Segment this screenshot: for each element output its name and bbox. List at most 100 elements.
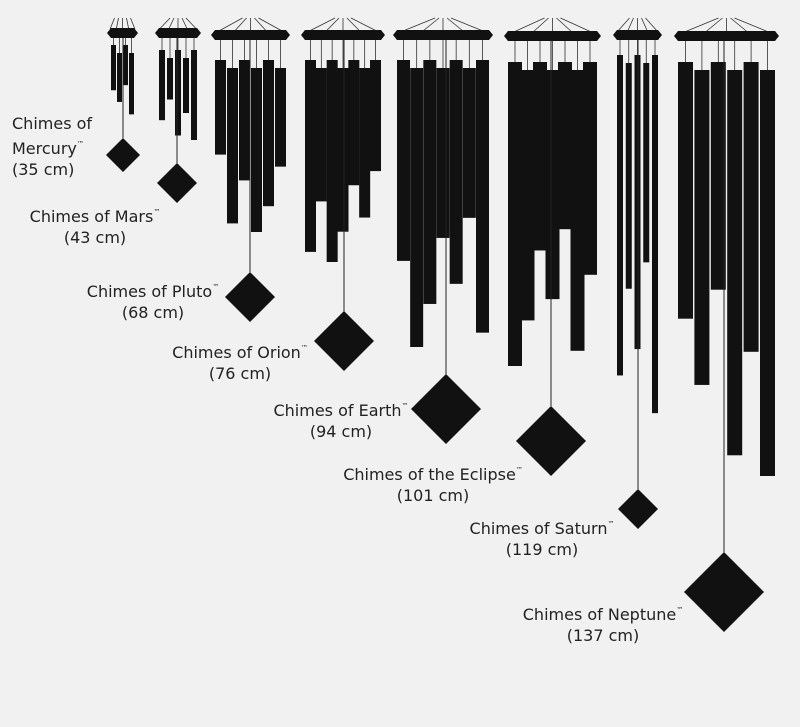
tube xyxy=(760,70,775,476)
hanger-string xyxy=(532,17,549,33)
hanger-string xyxy=(309,17,336,32)
tube xyxy=(583,62,597,275)
wind-chime xyxy=(613,17,662,529)
tube xyxy=(111,45,116,91)
tube xyxy=(348,60,360,186)
tube xyxy=(370,60,381,172)
chime-label: Chimes of Earth™ (94 cm) xyxy=(191,396,491,442)
hanger-string xyxy=(109,17,115,30)
tube xyxy=(215,60,226,155)
hanger-string xyxy=(734,17,769,33)
tube xyxy=(449,60,463,284)
hanger-string xyxy=(617,17,630,32)
wind-sail xyxy=(157,163,197,203)
tube xyxy=(239,60,250,181)
trademark: ™ xyxy=(676,606,684,614)
hanger-string xyxy=(513,17,545,33)
chime-size: (101 cm) xyxy=(396,486,470,505)
tube xyxy=(227,68,238,224)
wind-sail xyxy=(684,552,764,632)
top-plate xyxy=(504,31,601,41)
tube xyxy=(167,58,173,100)
trademark: ™ xyxy=(153,208,161,216)
tube xyxy=(462,68,476,218)
hanger-string xyxy=(126,17,130,30)
hanger-string xyxy=(258,17,283,32)
top-plate xyxy=(393,30,493,40)
hanger-string xyxy=(130,17,136,30)
wind-chime xyxy=(301,17,385,371)
hanger-string xyxy=(234,17,247,32)
hanger-string xyxy=(325,17,340,32)
tube xyxy=(423,60,437,304)
tube xyxy=(643,63,650,263)
hanger-string xyxy=(181,17,188,30)
chime-size: (68 cm) xyxy=(121,303,185,322)
hanger-string xyxy=(185,17,197,30)
chime-size: (119 cm) xyxy=(505,540,579,559)
chime-size: (35 cm) xyxy=(12,160,75,179)
chime-label: Chimes of Neptune™ (137 cm) xyxy=(453,600,753,646)
chime-name: Chimes of Pluto xyxy=(86,282,213,301)
hanger-string xyxy=(450,17,484,32)
wind-sail xyxy=(411,374,481,444)
wind-sail xyxy=(516,406,586,476)
hanger-string xyxy=(254,17,267,32)
tube xyxy=(694,70,710,385)
wind-chime xyxy=(393,17,493,444)
hanger-string xyxy=(422,17,440,32)
hanger-string xyxy=(115,17,119,30)
hanger-string xyxy=(730,17,748,33)
tube xyxy=(727,70,743,456)
tube xyxy=(410,68,424,347)
wind-sail xyxy=(106,138,140,172)
chime-label: Chimes of Mercury™ (35 cm) xyxy=(12,113,112,180)
tube xyxy=(397,60,410,261)
tube xyxy=(117,53,122,102)
top-plate xyxy=(211,30,290,40)
hanger-string xyxy=(684,17,719,33)
chime-name: Chimes of Saturn xyxy=(469,519,608,538)
wind-sail xyxy=(618,489,658,529)
tube xyxy=(129,53,134,115)
chime-label: Chimes of Saturn™ (119 cm) xyxy=(392,514,692,560)
tube xyxy=(337,68,349,232)
hanger-string xyxy=(402,17,436,32)
tube xyxy=(570,70,585,351)
trademark: ™ xyxy=(515,466,523,474)
chime-name: Chimes of Mars xyxy=(29,207,154,226)
tube xyxy=(275,68,286,167)
tube xyxy=(678,62,693,319)
tube xyxy=(476,60,489,333)
tube xyxy=(359,68,371,218)
tube xyxy=(743,62,759,352)
tube xyxy=(652,55,658,414)
tube xyxy=(558,62,572,230)
tube xyxy=(508,62,522,366)
chime-size: (94 cm) xyxy=(309,422,373,441)
hanger-string xyxy=(560,17,592,33)
trademark: ™ xyxy=(607,520,615,528)
wind-chime xyxy=(106,17,140,172)
tube xyxy=(710,62,726,290)
chime-name: Chimes of Neptune xyxy=(522,605,677,624)
top-plate xyxy=(301,30,385,40)
tube xyxy=(326,60,338,262)
tube xyxy=(305,60,316,252)
wind-chime xyxy=(155,17,201,203)
hanger-string xyxy=(705,17,723,33)
trademark: ™ xyxy=(212,283,220,291)
chime-name: Chimes of Orion xyxy=(172,343,301,362)
trademark: ™ xyxy=(76,140,84,148)
wind-chime xyxy=(674,17,779,632)
hanger-string xyxy=(218,17,243,32)
tube xyxy=(545,70,560,300)
chime-label: Chimes of Orion™ (76 cm) xyxy=(90,338,390,384)
trademark: ™ xyxy=(300,344,308,352)
hanger-string xyxy=(645,17,658,32)
tube xyxy=(251,68,262,232)
wind-chime xyxy=(504,17,601,476)
chime-label: Chimes of Mars™ (43 cm) xyxy=(0,202,245,248)
